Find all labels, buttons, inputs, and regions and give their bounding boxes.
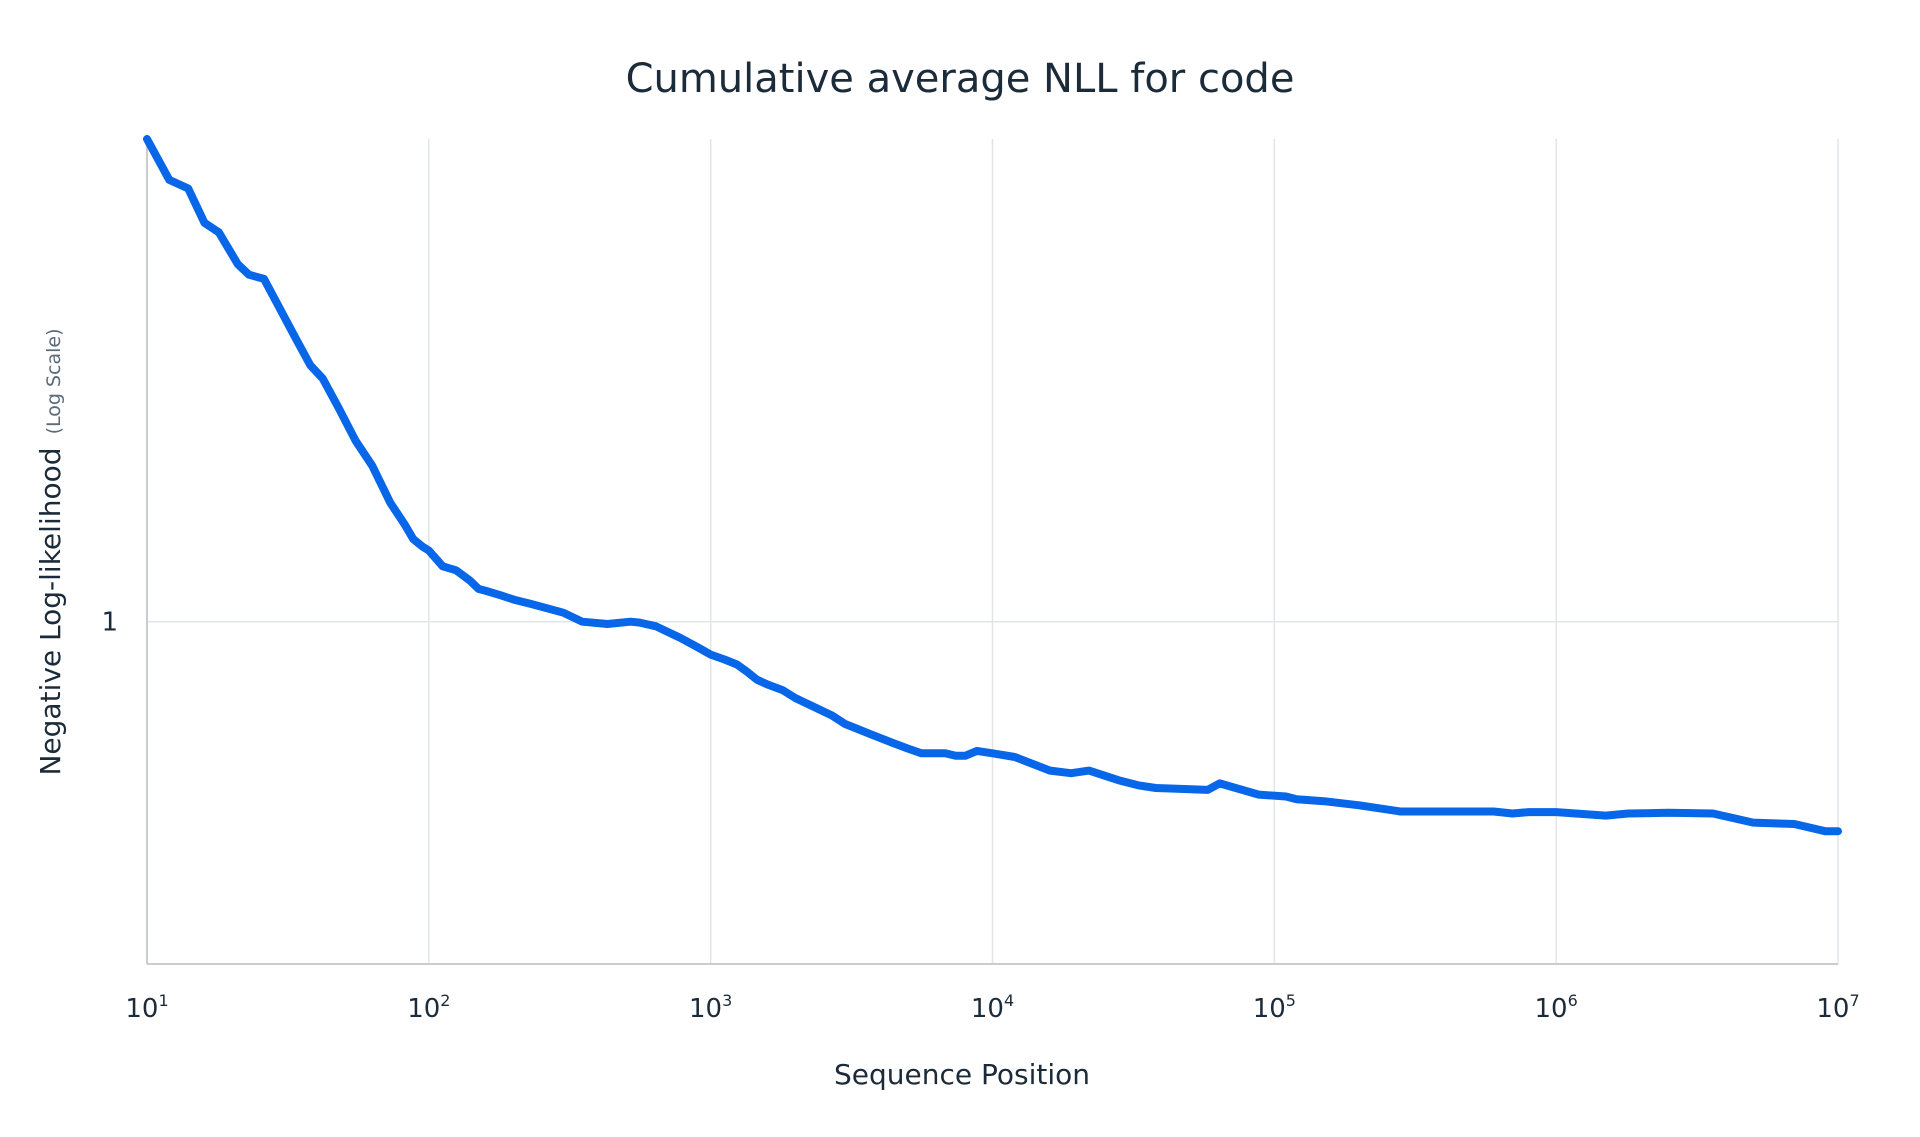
x-tick-base: 10	[689, 994, 722, 1024]
x-tick-exponent: 5	[1286, 991, 1296, 1010]
x-tick-label: 107	[1816, 991, 1859, 1024]
x-tick-exponent: 1	[158, 991, 168, 1010]
x-tick-base: 10	[1253, 994, 1286, 1024]
y-tick-labels: 1	[101, 608, 118, 638]
x-tick-base: 10	[407, 994, 440, 1024]
x-tick-exponent: 2	[440, 991, 450, 1010]
y-tick-label: 1	[101, 608, 118, 638]
x-tick-label: 101	[125, 991, 168, 1024]
y-axis-label-group: Negative Log-likelihood (Log Scale)	[34, 328, 67, 775]
x-tick-label: 103	[689, 991, 732, 1024]
x-tick-exponent: 6	[1568, 991, 1578, 1010]
x-tick-exponent: 7	[1849, 991, 1859, 1010]
series-line	[143, 135, 1842, 836]
x-tick-label: 106	[1535, 991, 1578, 1024]
x-tick-base: 10	[1535, 994, 1568, 1024]
x-axis-label: Sequence Position	[834, 1058, 1090, 1091]
x-tick-label: 105	[1253, 991, 1296, 1024]
x-tick-label: 104	[971, 991, 1014, 1024]
y-axis-label: Negative Log-likelihood	[34, 448, 67, 776]
x-tick-label: 102	[407, 991, 450, 1024]
x-tick-exponent: 3	[722, 991, 732, 1010]
x-tick-base: 10	[971, 994, 1004, 1024]
x-tick-base: 10	[125, 994, 158, 1024]
x-tick-base: 10	[1816, 994, 1849, 1024]
grid	[147, 139, 1839, 964]
y-axis-scale-note: (Log Scale)	[43, 328, 65, 434]
chart-title: Cumulative average NLL for code	[626, 56, 1295, 102]
series-layer	[143, 135, 1842, 836]
x-tick-labels: 101 102 103 104 105 106 107	[125, 991, 1859, 1024]
x-tick-exponent: 4	[1004, 991, 1014, 1010]
